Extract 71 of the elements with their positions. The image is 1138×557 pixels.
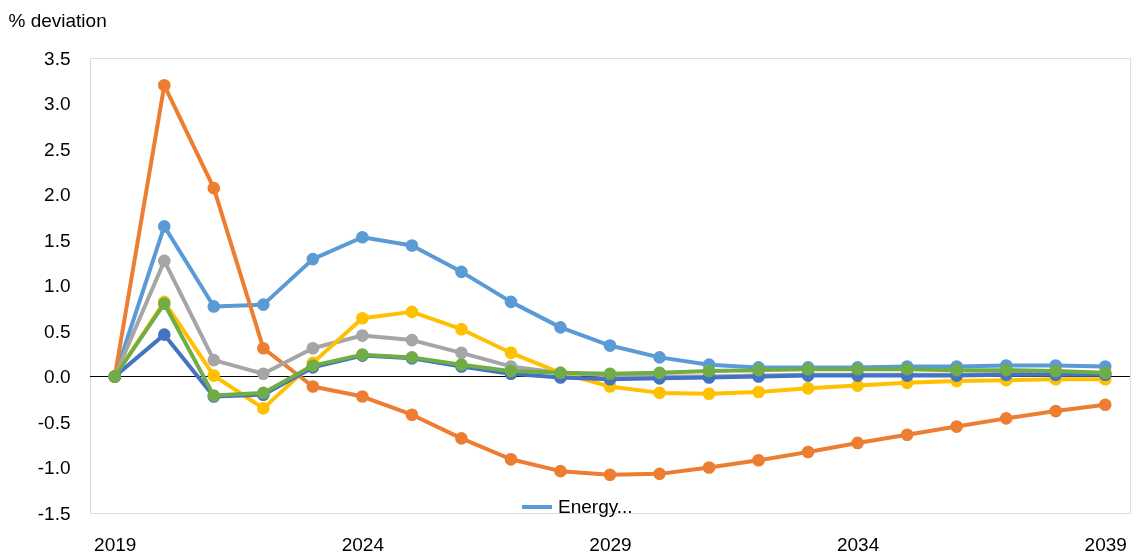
- y-tick-label: 0.5: [44, 320, 71, 342]
- point: [1098, 398, 1112, 412]
- y-tick-label: 1.0: [44, 275, 71, 296]
- point: [455, 432, 468, 445]
- point: [455, 265, 468, 279]
- point: [356, 311, 369, 325]
- point: [851, 436, 864, 450]
- point: [257, 402, 270, 415]
- point: [257, 341, 270, 355]
- point: [356, 230, 369, 244]
- point: [702, 461, 716, 474]
- point: [801, 382, 815, 395]
- point: [504, 295, 518, 309]
- y-axis-title: % deviation: [8, 9, 107, 31]
- point: [257, 367, 270, 381]
- point: [950, 420, 963, 433]
- point: [207, 181, 221, 195]
- x-tick-label: 2029: [589, 533, 632, 555]
- point: [554, 321, 567, 334]
- y-tick-label: 3.0: [44, 93, 71, 114]
- y-tick-label: -1.5: [37, 502, 71, 524]
- point: [554, 464, 567, 478]
- point: [157, 220, 171, 233]
- point: [504, 346, 518, 360]
- point: [157, 78, 171, 92]
- point: [1049, 404, 1063, 418]
- point: [702, 387, 716, 401]
- x-tick-label: 2024: [341, 533, 385, 555]
- y-tick-label: 1.5: [44, 229, 71, 251]
- point: [455, 322, 468, 336]
- point: [801, 445, 815, 459]
- point: [157, 254, 171, 268]
- point: [603, 339, 617, 352]
- point: [653, 467, 666, 481]
- point: [356, 329, 369, 342]
- point: [207, 353, 221, 367]
- point: [306, 341, 320, 355]
- y-tick-label: -0.5: [37, 411, 71, 433]
- point: [900, 428, 914, 442]
- point: [207, 300, 221, 313]
- point: [950, 363, 963, 377]
- point: [356, 390, 369, 403]
- x-tick-label: 2034: [836, 533, 880, 555]
- point: [257, 298, 270, 311]
- point: [999, 412, 1013, 425]
- point: [603, 468, 617, 482]
- y-tick-label: 0.0: [44, 366, 71, 387]
- point: [653, 351, 666, 364]
- x-tick-label: 2039: [1084, 533, 1127, 555]
- point: [207, 369, 221, 382]
- point: [455, 346, 468, 360]
- point: [306, 380, 320, 393]
- point: [405, 305, 419, 319]
- y-tick-label: 3.5: [44, 47, 71, 69]
- point: [306, 252, 320, 266]
- y-tick-label: 2.5: [44, 138, 71, 160]
- point: [653, 386, 666, 400]
- point: [752, 385, 765, 399]
- y-tick-label: 2.0: [44, 184, 71, 205]
- point: [702, 364, 716, 378]
- point: [157, 328, 171, 341]
- point: [504, 453, 518, 466]
- point: [653, 366, 666, 380]
- point: [405, 333, 419, 347]
- y-tick-label: -1.0: [37, 457, 71, 478]
- point: [999, 363, 1013, 377]
- point: [405, 408, 419, 422]
- point: [405, 239, 419, 252]
- legend-label: Energy...: [558, 496, 633, 517]
- point: [752, 453, 765, 467]
- x-tick-label: 2019: [94, 533, 137, 555]
